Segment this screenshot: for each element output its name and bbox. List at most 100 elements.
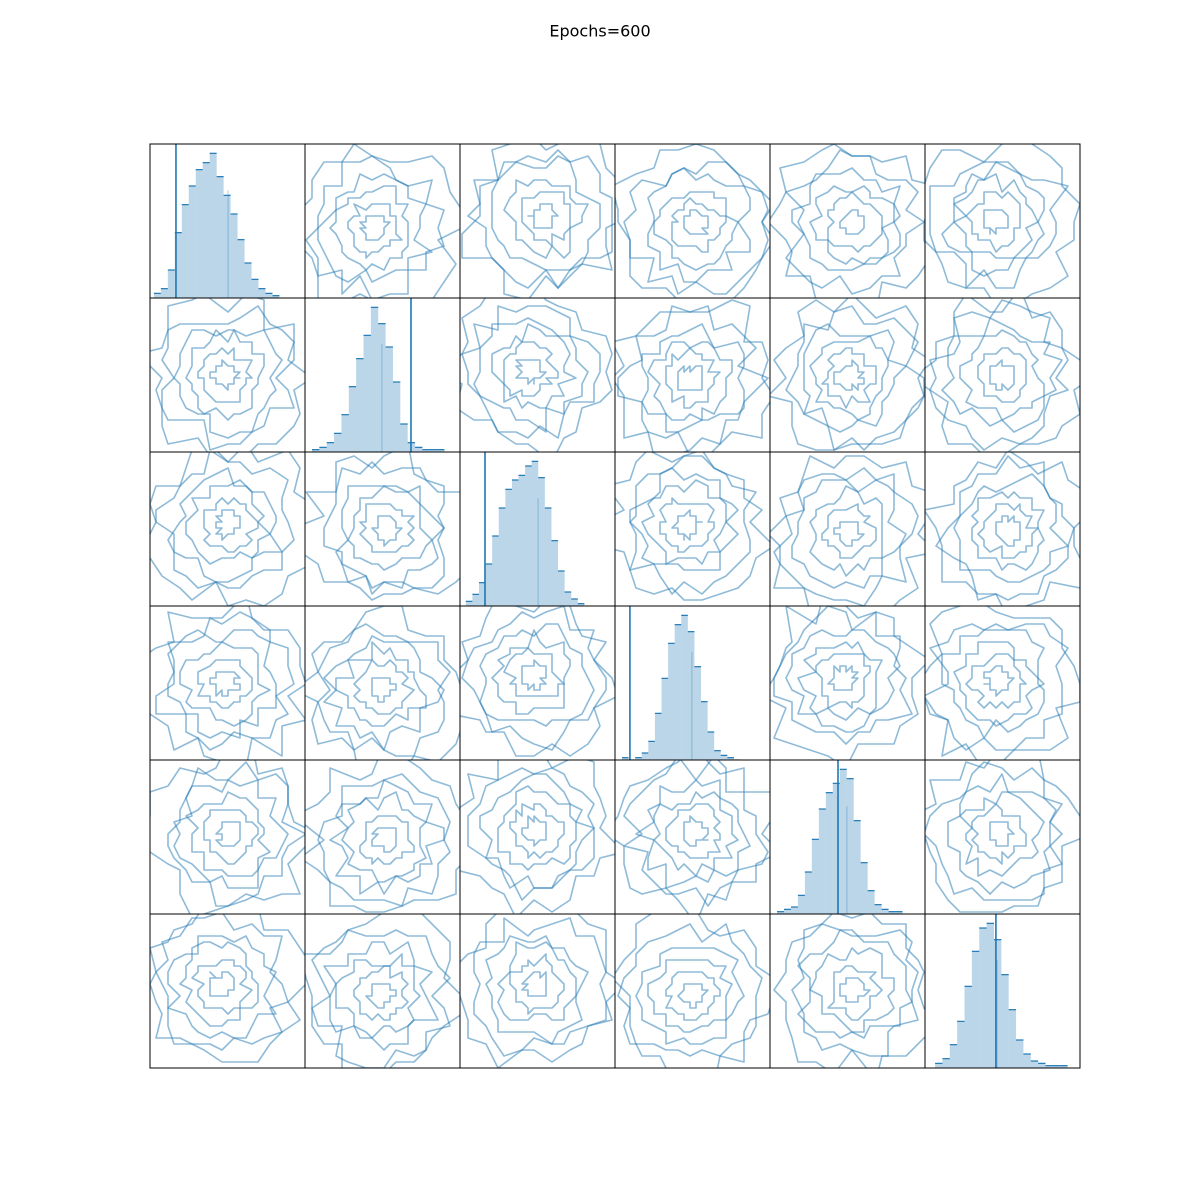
contour <box>683 209 709 235</box>
chart-title: Epochs=600 <box>549 22 650 41</box>
hist-bar <box>265 293 273 298</box>
hist-bar <box>1060 1065 1068 1068</box>
contour <box>959 791 1045 877</box>
contour <box>347 203 403 259</box>
contour <box>150 606 305 760</box>
contour <box>515 359 547 385</box>
hist-bar <box>895 911 903 914</box>
panel <box>614 143 771 299</box>
contour <box>671 509 703 541</box>
contour <box>479 623 595 727</box>
hist-bar <box>429 449 438 452</box>
hist-bar <box>867 890 875 914</box>
contour <box>460 298 613 452</box>
contour <box>305 914 460 1068</box>
contour <box>150 914 305 1063</box>
hist-bar <box>1023 1054 1031 1068</box>
hist-bar <box>681 615 688 760</box>
hist-bar <box>531 461 539 606</box>
hist-bar <box>797 895 805 914</box>
contour <box>359 503 415 553</box>
hist-bar <box>577 603 585 606</box>
contour <box>323 635 445 751</box>
contour <box>770 298 925 451</box>
hist-bar <box>1038 1063 1046 1068</box>
hist-bar <box>1001 974 1009 1068</box>
contour <box>671 197 727 253</box>
hist-bar <box>1008 1009 1017 1068</box>
hist-bar <box>209 153 217 298</box>
hist-bar <box>188 186 196 298</box>
panel-frame <box>614 143 771 299</box>
contour <box>615 299 770 452</box>
contour <box>791 923 919 1057</box>
contour <box>665 971 721 1021</box>
contour <box>635 947 745 1045</box>
panel <box>924 451 1081 607</box>
panel <box>614 297 771 453</box>
contour <box>305 606 460 760</box>
hist-bar <box>195 169 203 298</box>
panel <box>924 297 1081 453</box>
panel <box>149 759 306 915</box>
contour <box>989 821 1015 847</box>
panel-frame <box>459 759 616 915</box>
contour <box>821 503 877 559</box>
panel <box>459 759 616 915</box>
contour <box>209 359 241 391</box>
panel-frame <box>769 143 926 299</box>
contour <box>203 497 259 553</box>
hist-bar <box>860 862 868 914</box>
hist-bar <box>832 783 840 914</box>
contour <box>797 641 883 721</box>
contour <box>305 155 445 298</box>
contour <box>615 452 770 601</box>
hist-bar <box>538 477 545 606</box>
hist-bar <box>668 643 675 760</box>
hist-bar <box>979 928 987 1068</box>
hist-bar <box>422 449 430 452</box>
contour <box>983 665 1015 697</box>
hist-bar <box>492 536 499 606</box>
panel <box>304 451 461 607</box>
contour <box>925 623 1069 751</box>
hist-bar <box>319 447 327 452</box>
panel <box>614 913 771 1069</box>
contour <box>305 144 460 298</box>
contour <box>827 665 859 691</box>
contour <box>965 191 1021 253</box>
hist-bar <box>216 176 224 298</box>
hist-bar <box>571 599 578 606</box>
contour <box>341 791 427 883</box>
hist-bar <box>230 214 238 298</box>
contour <box>521 191 571 247</box>
hist-bar <box>635 757 642 760</box>
contour <box>215 509 241 541</box>
hist-bar <box>949 1044 958 1068</box>
contour <box>209 971 235 997</box>
contour <box>185 791 271 877</box>
panel <box>924 759 1081 915</box>
panel <box>304 143 461 299</box>
contour <box>935 455 1075 601</box>
contour <box>167 467 283 583</box>
contour <box>203 809 259 865</box>
contour <box>197 659 253 709</box>
contour <box>209 671 241 697</box>
contour <box>323 461 445 595</box>
contour <box>365 983 397 1009</box>
contour <box>770 144 925 298</box>
hist-bar <box>272 295 280 298</box>
panel <box>459 143 616 299</box>
contour <box>617 305 769 452</box>
contour <box>959 329 1045 421</box>
contour <box>179 641 271 727</box>
hist-bar <box>258 288 266 298</box>
hist-bar <box>551 540 559 606</box>
hist-bar <box>334 433 342 452</box>
contour <box>647 959 733 1033</box>
contour <box>371 677 397 703</box>
hist-bar <box>174 232 182 298</box>
contour <box>965 653 1027 709</box>
hist-bar <box>674 624 682 760</box>
